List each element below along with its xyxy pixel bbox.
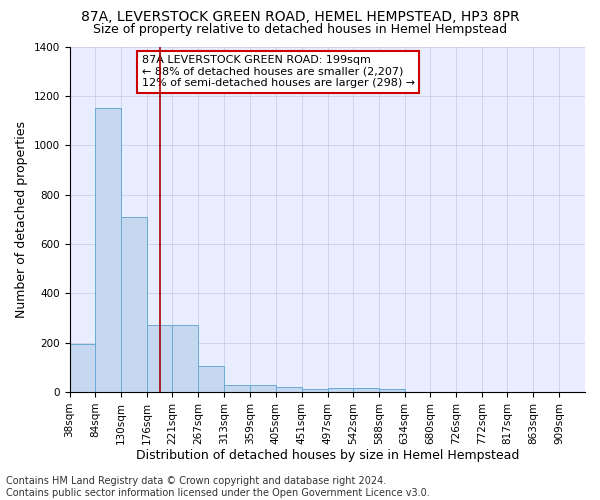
Bar (224, 384, 250, 392)
Bar (121, 217, 147, 392)
Bar (276, 387, 302, 392)
Text: Size of property relative to detached houses in Hemel Hempstead: Size of property relative to detached ho… (93, 22, 507, 36)
Bar (250, 385, 276, 392)
Bar (379, 388, 404, 392)
Bar (302, 389, 328, 392)
Bar (198, 366, 224, 392)
Bar (328, 388, 353, 392)
Bar (353, 388, 379, 392)
Text: Contains HM Land Registry data © Crown copyright and database right 2024.
Contai: Contains HM Land Registry data © Crown c… (6, 476, 430, 498)
Y-axis label: Number of detached properties: Number of detached properties (15, 121, 28, 318)
Bar (95, 108, 121, 392)
X-axis label: Distribution of detached houses by size in Hemel Hempstead: Distribution of detached houses by size … (136, 450, 519, 462)
Bar (172, 326, 198, 392)
Bar (70, 344, 95, 392)
Bar (147, 326, 172, 392)
Text: 87A LEVERSTOCK GREEN ROAD: 199sqm
← 88% of detached houses are smaller (2,207)
1: 87A LEVERSTOCK GREEN ROAD: 199sqm ← 88% … (142, 55, 415, 88)
Text: 87A, LEVERSTOCK GREEN ROAD, HEMEL HEMPSTEAD, HP3 8PR: 87A, LEVERSTOCK GREEN ROAD, HEMEL HEMPST… (80, 10, 520, 24)
